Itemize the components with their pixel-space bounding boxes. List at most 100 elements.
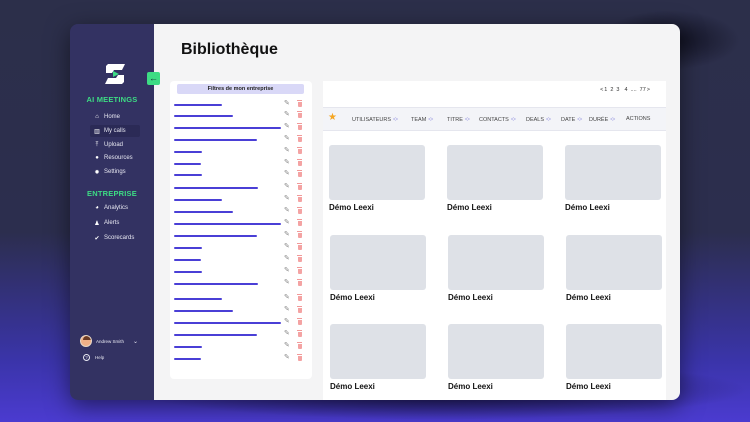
collapse-sidebar-button[interactable]: ← [147,72,160,85]
filter-row[interactable]: ✎ [170,231,312,241]
call-thumbnail[interactable] [448,324,544,379]
filter-row[interactable]: ✎ [170,159,312,169]
trash-icon[interactable] [297,279,302,286]
sort-icon[interactable]: ︿ ﹀ [428,115,434,125]
filter-row[interactable]: ✎ [170,306,312,316]
trash-icon[interactable] [297,267,302,274]
filter-row[interactable]: ✎ [170,318,312,328]
sort-icon[interactable]: ︿ ﹀ [393,115,399,125]
trash-icon[interactable] [297,170,302,177]
filter-row[interactable]: ✎ [170,147,312,157]
filter-row[interactable]: ✎ [170,267,312,277]
call-thumbnail[interactable] [565,145,661,200]
pencil-icon[interactable]: ✎ [284,111,290,118]
pencil-icon[interactable]: ✎ [284,342,290,349]
pagination-page-3[interactable]: 3 [616,87,620,93]
help-link[interactable]: ? Help [83,354,104,361]
filter-row[interactable]: ✎ [170,279,312,289]
pagination-next[interactable]: > [646,87,650,93]
filter-row[interactable]: ✎ [170,170,312,180]
call-thumbnail[interactable] [330,324,426,379]
call-title[interactable]: Démo Leexi [566,382,611,391]
pencil-icon[interactable]: ✎ [284,195,290,202]
pencil-icon[interactable]: ✎ [284,267,290,274]
pagination-prev[interactable]: < [600,87,604,93]
filter-row[interactable]: ✎ [170,354,312,364]
trash-icon[interactable] [297,135,302,142]
trash-icon[interactable] [297,147,302,154]
trash-icon[interactable] [297,342,302,349]
call-card[interactable]: Démo Leexi [330,235,426,302]
filter-row[interactable]: ✎ [170,294,312,304]
trash-icon[interactable] [297,207,302,214]
call-thumbnail[interactable] [566,324,662,379]
column-utilisateurs[interactable]: UTILISATEURS ︿ ﹀ [352,115,399,125]
call-card[interactable]: Démo Leexi [448,324,544,391]
column-duree[interactable]: DURÉE ︿ ﹀ [589,115,616,125]
pencil-icon[interactable]: ✎ [284,219,290,226]
pencil-icon[interactable]: ✎ [284,135,290,142]
sort-icon[interactable]: ︿ ﹀ [610,115,616,125]
call-thumbnail[interactable] [448,235,544,290]
pencil-icon[interactable]: ✎ [284,294,290,301]
trash-icon[interactable] [297,243,302,250]
pagination-page-last[interactable]: 77 [639,87,646,93]
sidebar-item-settings[interactable]: ✹ Settings [94,169,126,176]
filter-row[interactable]: ✎ [170,123,312,133]
pagination-page-4[interactable]: 4 [624,87,628,93]
column-titre[interactable]: TITRE ︿ ﹀ [447,115,470,125]
filter-row[interactable]: ✎ [170,183,312,193]
trash-icon[interactable] [297,306,302,313]
call-title[interactable]: Démo Leexi [448,293,493,302]
call-card[interactable]: Démo Leexi [565,145,661,212]
filter-row[interactable]: ✎ [170,111,312,121]
pencil-icon[interactable]: ✎ [284,231,290,238]
pencil-icon[interactable]: ✎ [284,147,290,154]
sort-icon[interactable]: ︿ ﹀ [577,115,583,125]
filter-row[interactable]: ✎ [170,219,312,229]
call-card[interactable]: Démo Leexi [447,145,543,212]
call-card[interactable]: Démo Leexi [329,145,425,212]
trash-icon[interactable] [297,159,302,166]
trash-icon[interactable] [297,330,302,337]
sidebar-item-home[interactable]: ⌂ Home [95,114,121,120]
pencil-icon[interactable]: ✎ [284,279,290,286]
pencil-icon[interactable]: ✎ [284,318,290,325]
sidebar-item-scorecards[interactable]: ✔ Scorecards [94,235,135,242]
sort-icon[interactable]: ︿ ﹀ [546,115,552,125]
column-date[interactable]: DATE ︿ ﹀ [561,115,583,125]
pencil-icon[interactable]: ✎ [284,306,290,313]
call-thumbnail[interactable] [329,145,425,200]
trash-icon[interactable] [297,294,302,301]
trash-icon[interactable] [297,183,302,190]
pagination-page-1[interactable]: 1 [604,87,608,93]
sidebar-item-my-calls[interactable]: ▥ My calls [90,125,140,137]
trash-icon[interactable] [297,111,302,118]
filter-row[interactable]: ✎ [170,342,312,352]
sidebar-item-analytics[interactable]: ◕ Analytics [95,205,129,211]
filter-row[interactable]: ✎ [170,255,312,265]
call-thumbnail[interactable] [447,145,543,200]
scrollbar-track[interactable] [666,81,668,400]
call-card[interactable]: Démo Leexi [330,324,426,391]
trash-icon[interactable] [297,255,302,262]
pencil-icon[interactable]: ✎ [284,354,290,361]
call-thumbnail[interactable] [330,235,426,290]
sidebar-item-resources[interactable]: ● Resources [95,155,133,161]
filter-row[interactable]: ✎ [170,207,312,217]
call-title[interactable]: Démo Leexi [330,382,375,391]
trash-icon[interactable] [297,354,302,361]
sidebar-item-alerts[interactable]: ♟ Alerts [94,220,120,227]
trash-icon[interactable] [297,123,302,130]
call-title[interactable]: Démo Leexi [448,382,493,391]
sort-icon[interactable]: ︿ ﹀ [464,115,470,125]
call-card[interactable]: Démo Leexi [566,235,662,302]
call-thumbnail[interactable] [566,235,662,290]
filter-row[interactable]: ✎ [170,100,312,110]
trash-icon[interactable] [297,231,302,238]
pagination-page-2[interactable]: 2 [610,87,614,93]
pencil-icon[interactable]: ✎ [284,123,290,130]
pencil-icon[interactable]: ✎ [284,255,290,262]
column-deals[interactable]: DEALS ︿ ﹀ [526,115,552,125]
sort-icon[interactable]: ︿ ﹀ [510,115,516,125]
